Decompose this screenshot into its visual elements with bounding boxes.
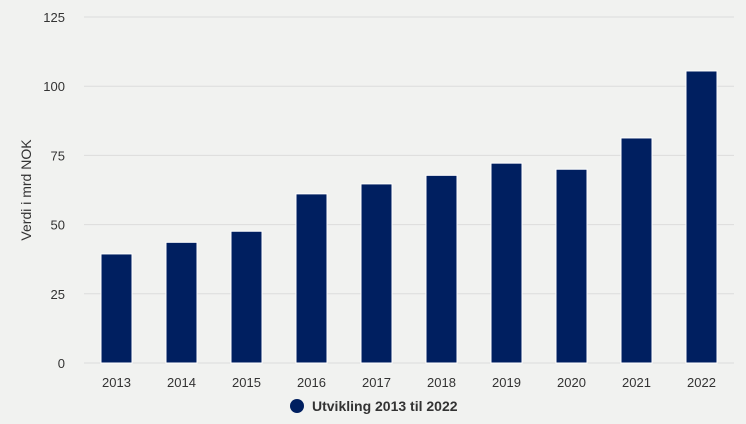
x-tick-label: 2015 (232, 375, 261, 390)
x-tick-label: 2019 (492, 375, 521, 390)
legend-label: Utvikling 2013 til 2022 (312, 398, 458, 414)
y-axis-ticks: 0 25 50 75 100 125 (43, 10, 65, 371)
bar-2014[interactable] (165, 241, 198, 364)
bar-2022[interactable] (685, 70, 718, 364)
y-tick-label: 125 (43, 10, 65, 25)
bar-2018[interactable] (425, 174, 458, 364)
y-tick-label: 100 (43, 79, 65, 94)
y-axis-label: Verdi i mrd NOK (18, 139, 34, 241)
y-tick-label: 0 (58, 356, 65, 371)
y-tick-label: 50 (51, 218, 65, 233)
legend[interactable]: Utvikling 2013 til 2022 (290, 398, 458, 414)
legend-marker (290, 399, 304, 413)
bar-2013[interactable] (100, 253, 133, 364)
y-tick-label: 25 (51, 287, 65, 302)
bar-2015[interactable] (230, 230, 263, 364)
x-axis-ticks: 2013 2014 2015 2016 2017 2018 2019 2020 2021 2022 (102, 375, 716, 390)
x-tick-label: 2016 (297, 375, 326, 390)
x-tick-label: 2014 (167, 375, 196, 390)
y-tick-label: 75 (51, 148, 65, 163)
x-tick-label: 2020 (557, 375, 586, 390)
bars (100, 70, 718, 364)
bar-2021[interactable] (620, 137, 653, 364)
x-tick-label: 2021 (622, 375, 651, 390)
bar-2019[interactable] (490, 162, 523, 364)
bar-2017[interactable] (360, 183, 393, 364)
x-tick-label: 2018 (427, 375, 456, 390)
x-tick-label: 2013 (102, 375, 131, 390)
x-tick-label: 2017 (362, 375, 391, 390)
bar-2020[interactable] (555, 168, 588, 364)
x-tick-label: 2022 (687, 375, 716, 390)
bar-2016[interactable] (295, 193, 328, 364)
